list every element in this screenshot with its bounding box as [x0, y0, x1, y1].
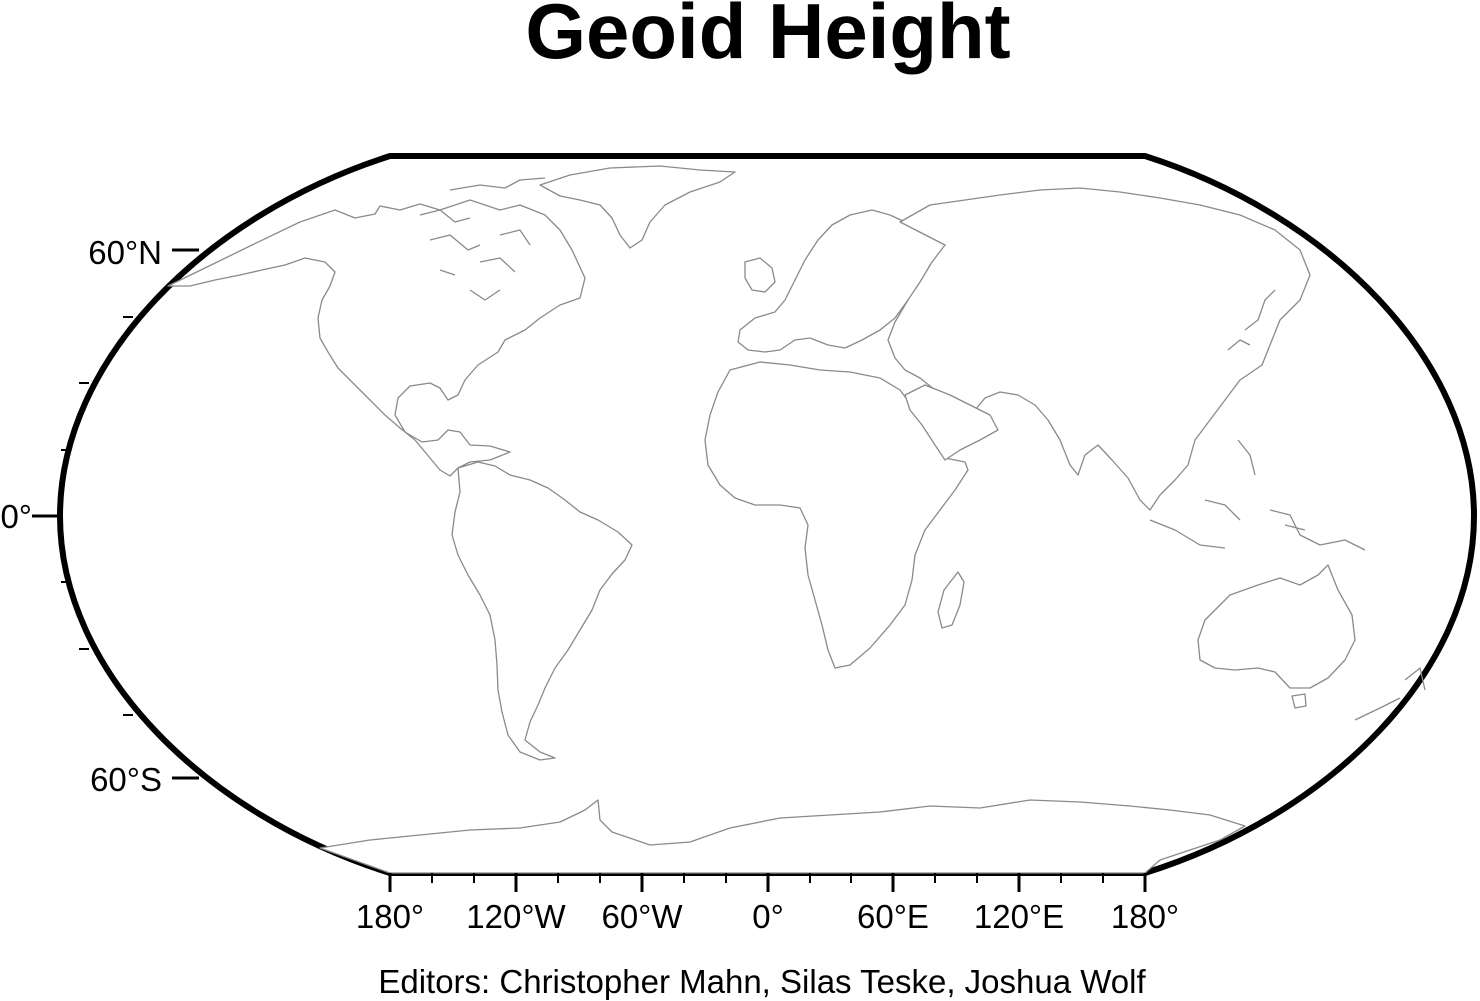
africa-coastline	[704, 361, 969, 669]
arabian-peninsula-coastline	[904, 384, 999, 461]
lon-label-180w: 180°	[356, 898, 424, 935]
antarctica-coastline	[319, 799, 1246, 874]
lon-label-60w: 60°W	[601, 898, 683, 935]
map-title: Geoid Height	[525, 0, 1010, 75]
longitude-ticks	[388, 873, 1147, 892]
new-zealand-coastline	[1354, 667, 1426, 721]
british-isles-coastline	[744, 257, 776, 293]
lat-label-0: 0°	[0, 498, 32, 535]
north-america-coastline	[167, 199, 586, 477]
tasmania-coastline	[1291, 693, 1307, 709]
lat-label-60n: 60°N	[88, 234, 162, 271]
lon-label-120w: 120°W	[466, 898, 566, 935]
south-america-coastline	[451, 461, 633, 761]
maritime-southeast-asia-coastline	[1149, 439, 1366, 551]
lat-label-60s: 60°S	[90, 761, 162, 798]
lon-label-180e: 180°	[1111, 898, 1179, 935]
australia-coastline	[1197, 564, 1356, 689]
coastlines	[167, 165, 1426, 874]
latitude-ticks	[32, 248, 199, 780]
arctic-islands-coastline	[419, 177, 546, 301]
lon-label-0: 0°	[752, 898, 784, 935]
editors-credit: Editors: Christopher Mahn, Silas Teske, …	[378, 963, 1146, 1000]
greenland-coastline	[539, 165, 736, 249]
japan-coastline	[1227, 289, 1276, 351]
lon-label-120e: 120°E	[974, 898, 1064, 935]
asia-coastline	[887, 187, 1311, 511]
lon-label-60e: 60°E	[857, 898, 929, 935]
madagascar-coastline	[937, 571, 965, 629]
